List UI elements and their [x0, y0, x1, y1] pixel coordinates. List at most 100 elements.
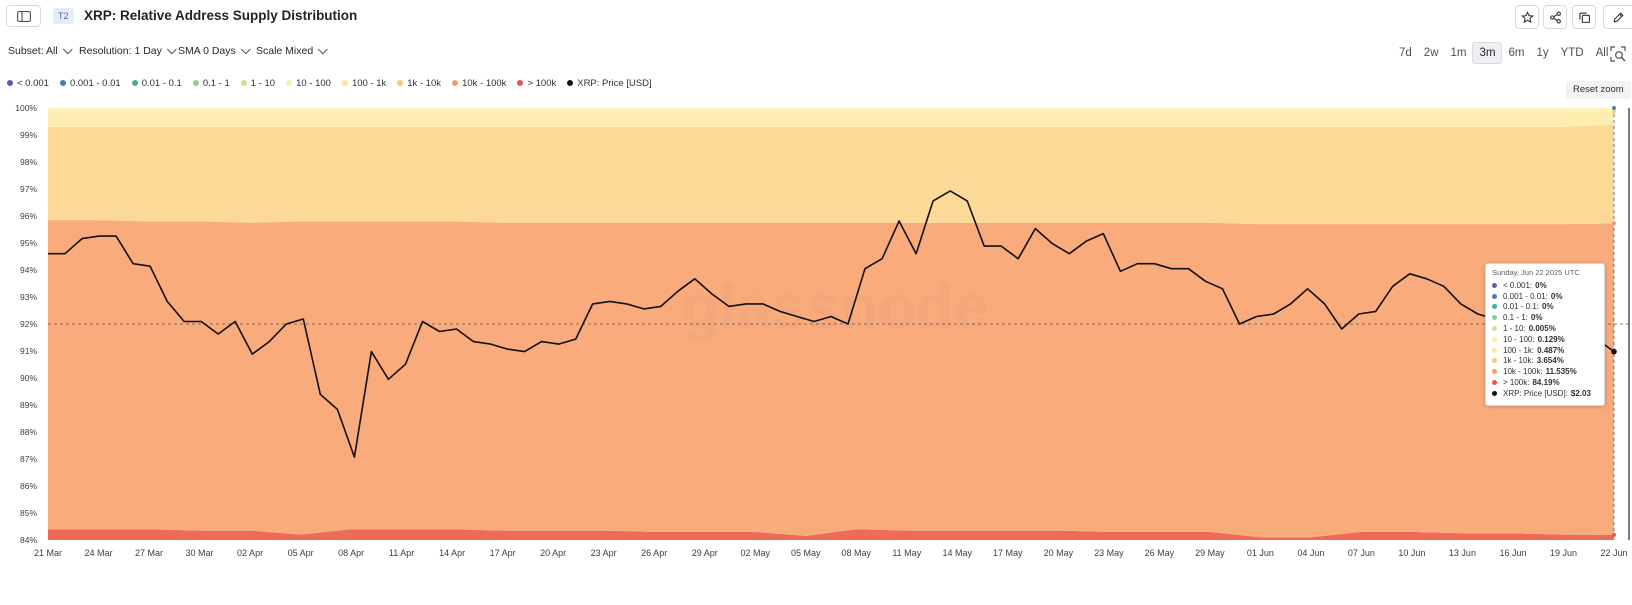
legend-label: 10 - 100 [296, 77, 331, 89]
y-tick-label: 86% [20, 481, 37, 491]
legend-item[interactable]: < 0.001 [7, 76, 49, 90]
legend-item[interactable]: 0.1 - 1 [192, 76, 230, 90]
legend-item[interactable]: 100 - 1k [341, 76, 387, 90]
tooltip-value: 0% [1535, 280, 1547, 290]
legend-item[interactable]: 10 - 100 [286, 76, 331, 90]
legend-dot-icon [59, 80, 66, 86]
chart-plot[interactable]: glassnode 100% 99% 98% 97% 96% 95% 94% 93% 92% 91… [0, 100, 1632, 605]
y-axis: 100% 99% 98% 97% 96% 95% 94% 93% 92% 91% 90% 89% 88%… [15, 103, 37, 545]
tooltip-value: 0.005% [1528, 324, 1556, 334]
zoom-select-icon[interactable] [1610, 46, 1626, 62]
x-tick-label: 23 Apr [591, 548, 617, 558]
watermark: glassnode [682, 273, 989, 342]
tooltip-label: 10k - 100k: [1503, 367, 1543, 377]
legend-item[interactable]: XRP: Price [USD] [567, 76, 652, 90]
legend-label: 0.001 - 0.01 [69, 77, 121, 89]
x-tick-label: 20 May [1044, 548, 1074, 558]
y-tick-label: 98% [20, 157, 37, 167]
edit-button[interactable] [1603, 5, 1632, 29]
tooltip-value: 84.19% [1532, 378, 1560, 388]
chart-controls: Subset: All Resolution: 1 Day SMA 0 Days… [0, 42, 1632, 64]
favorite-button[interactable] [1515, 5, 1539, 29]
x-tick-label: 05 Apr [288, 548, 314, 558]
y-tick-label: 87% [20, 454, 37, 464]
range-button-3m[interactable]: 3m [1472, 42, 1503, 64]
x-tick-label: 02 May [740, 548, 770, 558]
range-button-1y[interactable]: 1y [1536, 47, 1549, 59]
legend-dot-icon [7, 80, 13, 86]
y-tick-label: 85% [20, 508, 37, 518]
legend-item[interactable]: 0.001 - 0.01 [59, 76, 121, 90]
legend-item[interactable]: > 100k [517, 76, 556, 90]
tooltip-dot-icon [1492, 282, 1497, 288]
copy-button[interactable] [1572, 5, 1596, 29]
x-tick-label: 24 Mar [85, 548, 113, 558]
range-button-2w[interactable]: 2w [1423, 47, 1439, 59]
resolution-dropdown[interactable]: Resolution: 1 Day [79, 43, 177, 57]
x-tick-label: 20 Apr [540, 548, 566, 558]
legend-dot-icon [192, 80, 199, 86]
y-tick-label: 84% [20, 535, 37, 545]
tooltip-row: 100 - 1k: 0.487% [1492, 345, 1598, 356]
legend-dot-icon [131, 80, 138, 86]
legend-dot-icon [286, 80, 293, 86]
subset-dropdown[interactable]: Subset: All [8, 43, 73, 57]
tooltip-dot-icon [1492, 336, 1497, 342]
legend-item[interactable]: 10k - 100k [452, 76, 506, 90]
x-tick-label: 26 May [1145, 548, 1175, 558]
legend-dot-icon [240, 80, 247, 86]
legend-dot-icon [517, 80, 524, 86]
tooltip-row: XRP: Price [USD]: $2.03 [1492, 388, 1598, 399]
tooltip-date: Sunday, Jun 22 2025 UTC [1492, 268, 1580, 277]
range-button-ytd[interactable]: YTD [1560, 47, 1584, 59]
tooltip-label: 100 - 1k: [1503, 345, 1535, 355]
chevron-down-icon [62, 43, 73, 54]
legend-label: 0.1 - 1 [202, 77, 230, 89]
y-tick-label: 96% [20, 211, 37, 221]
x-tick-label: 14 Apr [439, 548, 465, 558]
tooltip-value: 0% [1550, 291, 1563, 301]
legend-item[interactable]: 1k - 10k [397, 76, 441, 90]
x-tick-label: 22 Jun [1600, 548, 1627, 558]
tooltip-value: 0.487% [1537, 345, 1565, 355]
range-button-7d[interactable]: 7d [1399, 47, 1412, 59]
scale-dropdown[interactable]: Scale Mixed [256, 43, 328, 57]
y-tick-label: 89% [20, 400, 37, 410]
tooltip-rows: < 0.001: 0% 0.001 - 0.01: 0% 0.01 - 0.1: 0% 0.… [1492, 280, 1598, 399]
legend-item[interactable]: 0.01 - 0.1 [131, 76, 182, 90]
y-tick-label: 100% [15, 103, 37, 113]
tooltip-row: 0.01 - 0.1: 0% [1492, 302, 1598, 313]
range-button-all[interactable]: All [1595, 47, 1609, 59]
legend-label: < 0.001 [17, 77, 49, 89]
x-tick-label: 13 Jun [1449, 548, 1476, 558]
range-button-1m[interactable]: 1m [1450, 47, 1467, 59]
subset-dropdown-label: Subset: All [8, 45, 58, 57]
y-tick-label: 88% [20, 427, 37, 437]
tooltip-value: 0% [1542, 302, 1554, 312]
x-tick-label: 14 May [943, 548, 973, 558]
x-tick-label: 29 May [1195, 548, 1225, 558]
tooltip-dot-icon [1492, 369, 1497, 375]
area-gt-100k [48, 529, 1614, 540]
y-tick-label: 93% [20, 292, 37, 302]
legend-item[interactable]: 1 - 10 [240, 76, 275, 90]
sidebar-toggle-button[interactable] [6, 5, 41, 27]
legend-label: XRP: Price [USD] [577, 77, 652, 89]
share-button[interactable] [1543, 5, 1567, 29]
reset-zoom-button[interactable]: Reset zoom [1566, 81, 1631, 99]
x-tick-label: 16 Jun [1499, 548, 1526, 558]
legend-label: 1k - 10k [407, 77, 442, 89]
chevron-down-icon [166, 43, 177, 54]
marker-gt-100k [1612, 532, 1616, 537]
sma-dropdown[interactable]: SMA 0 Days [178, 43, 251, 57]
tooltip-label: 1k - 10k: [1503, 356, 1534, 366]
range-button-6m[interactable]: 6m [1508, 47, 1525, 59]
x-tick-label: 01 Jun [1247, 548, 1274, 558]
x-tick-label: 30 Mar [186, 548, 214, 558]
legend-label: 100 - 1k [351, 77, 387, 89]
marker-10k-100k [1612, 221, 1616, 226]
tooltip-dot-icon [1492, 390, 1497, 396]
tooltip-dot-icon [1492, 315, 1497, 321]
x-tick-label: 05 May [791, 548, 821, 558]
tooltip-value: 11.535% [1545, 367, 1577, 377]
